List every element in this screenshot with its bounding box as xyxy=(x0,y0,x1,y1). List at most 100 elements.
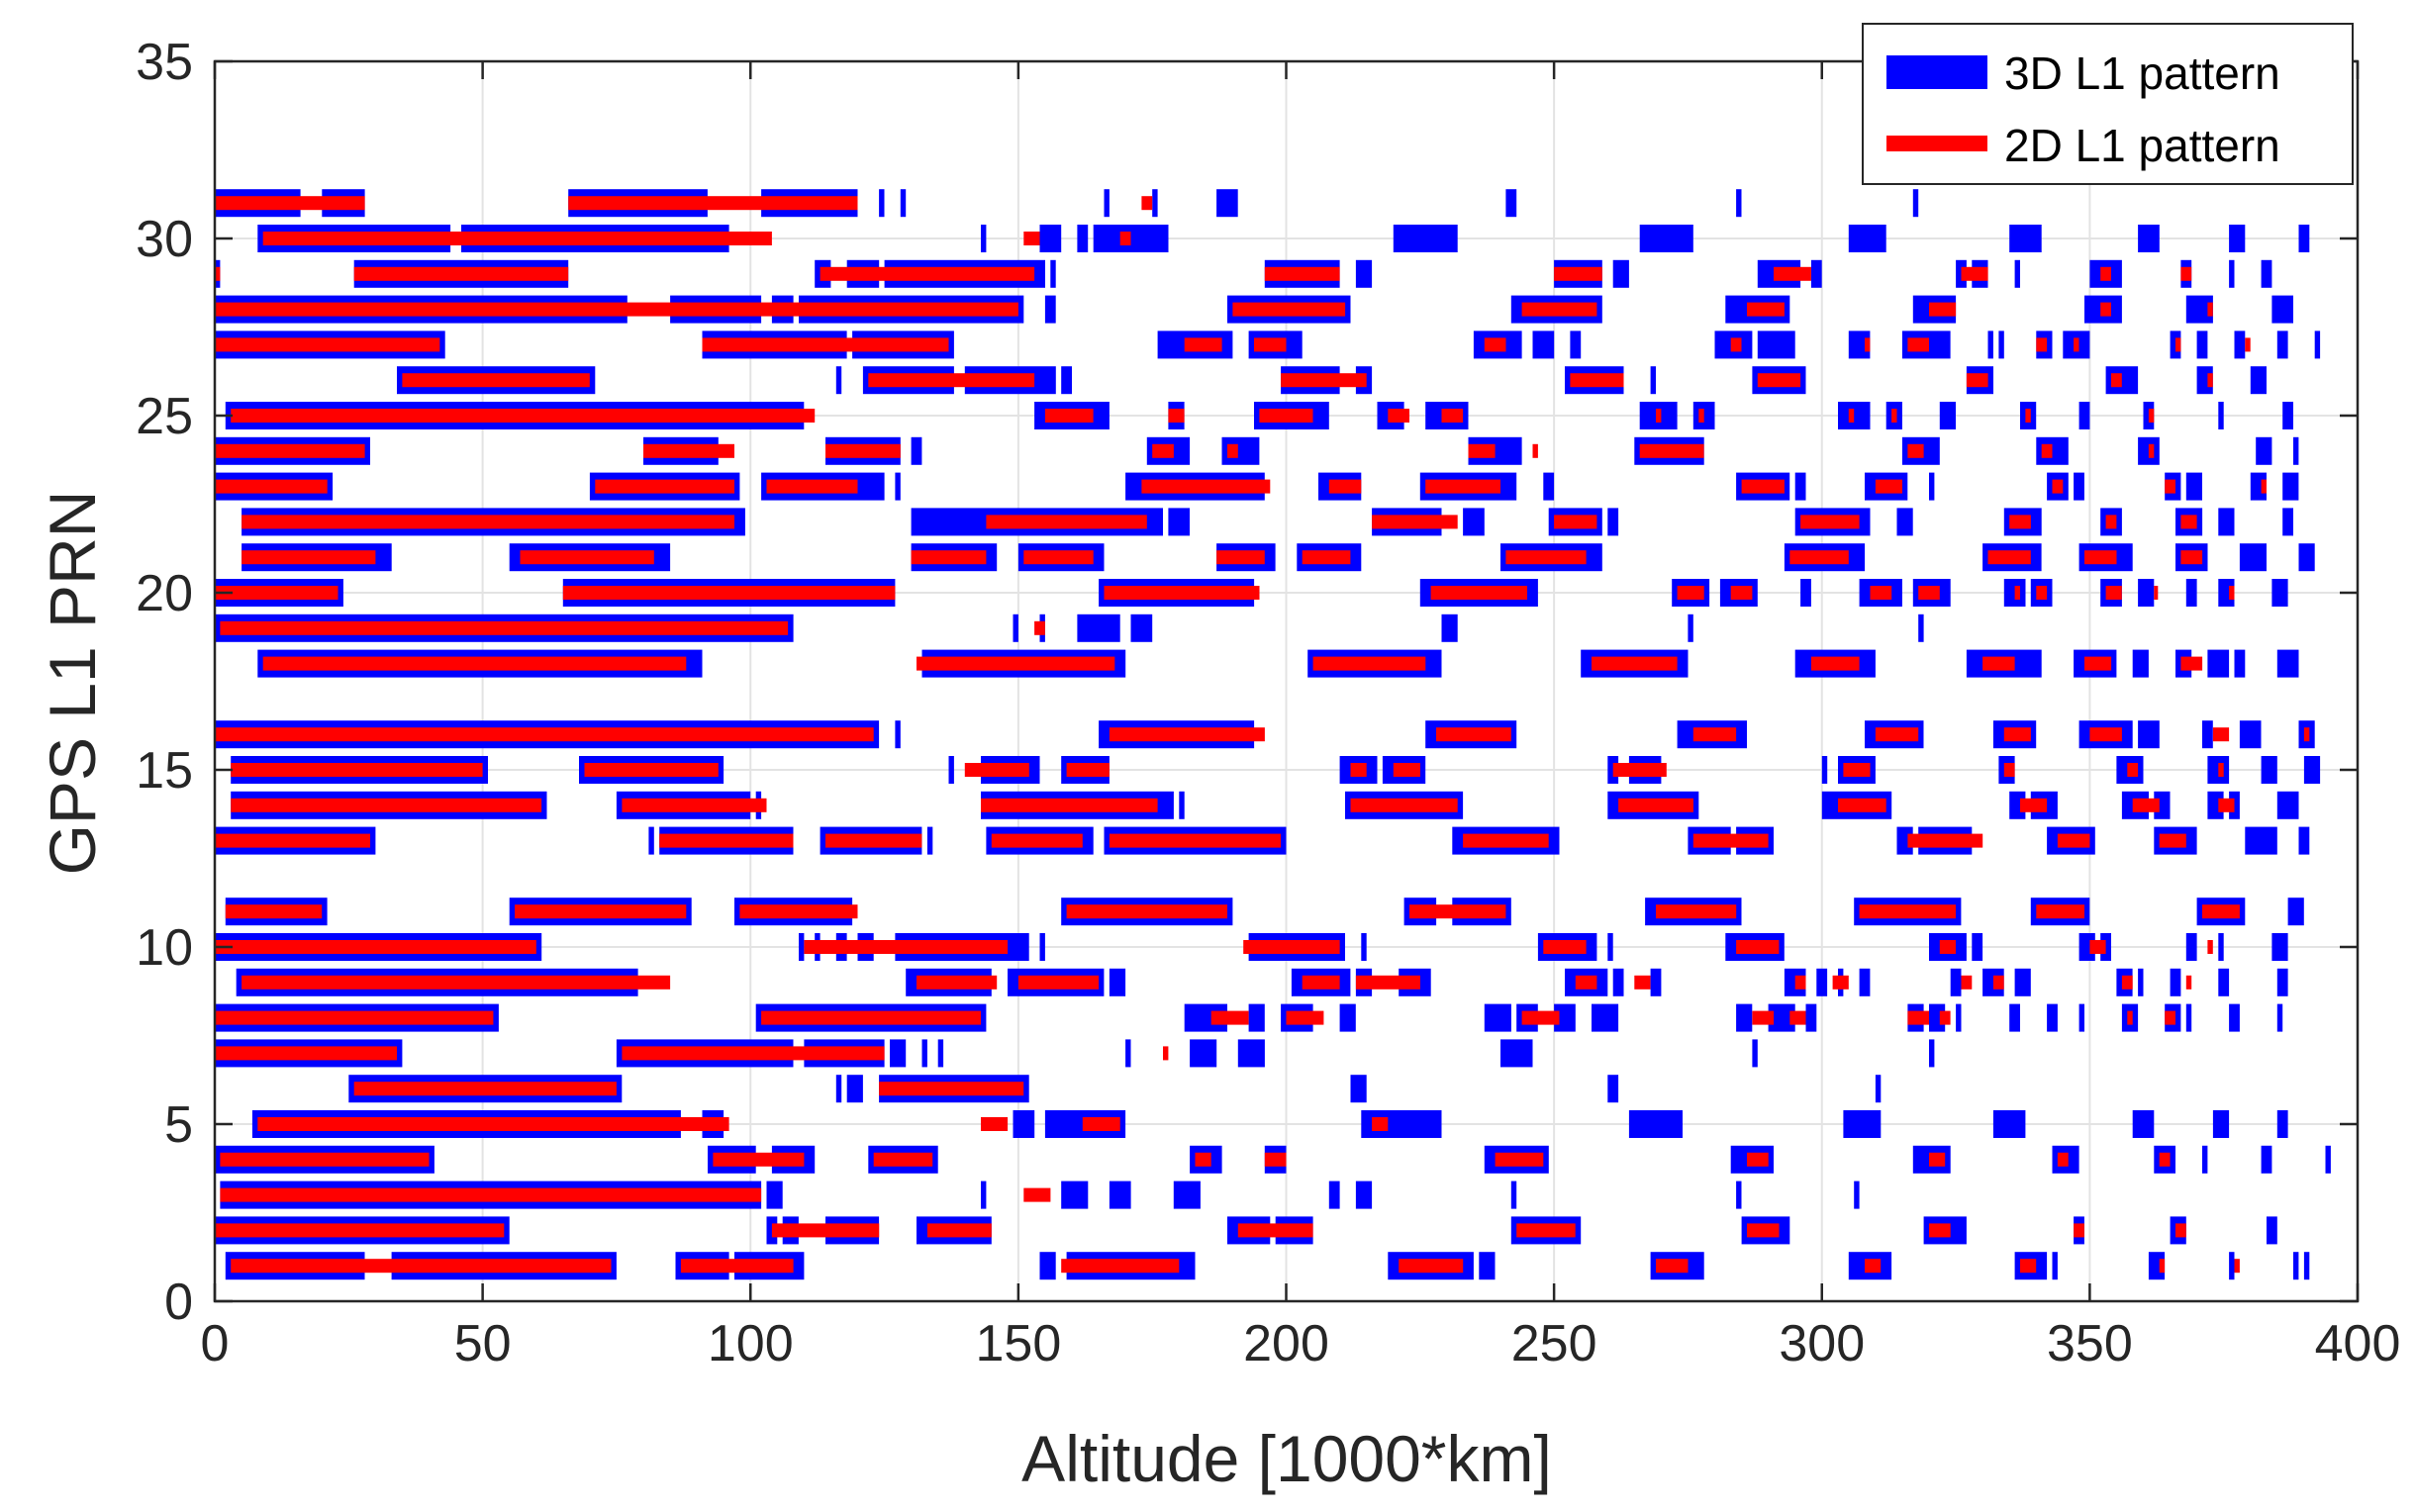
bar-2d-prn-20 xyxy=(1104,586,1260,600)
bar-2d-prn-11 xyxy=(515,904,687,919)
bar-2d-prn-11 xyxy=(1859,904,1956,919)
bar-3d-prn-29 xyxy=(1355,259,1373,288)
bar-2d-prn-18 xyxy=(2180,656,2203,671)
bar-3d-prn-8 xyxy=(1248,1003,1265,1032)
bar-2d-prn-29 xyxy=(215,266,221,281)
legend-label-2d: 2D L1 pattern xyxy=(2004,120,2280,171)
bar-3d-prn-6 xyxy=(846,1075,863,1103)
bar-2d-prn-3 xyxy=(1023,1187,1051,1202)
bar-3d-prn-7 xyxy=(1500,1039,1533,1068)
bar-2d-prn-26 xyxy=(1281,373,1367,388)
bar-2d-prn-15 xyxy=(964,763,1029,777)
bar-2d-prn-6 xyxy=(353,1082,617,1096)
bar-2d-prn-23 xyxy=(1141,479,1271,494)
x-tick-label: 300 xyxy=(1779,1315,1865,1372)
bar-3d-prn-3 xyxy=(1328,1181,1340,1209)
bar-3d-prn-26 xyxy=(1061,366,1072,395)
bar-2d-prn-30 xyxy=(1023,232,1040,245)
bar-3d-prn-18 xyxy=(2276,649,2299,678)
bar-3d-prn-10 xyxy=(799,933,805,961)
bar-3d-prn-30 xyxy=(2298,225,2310,252)
y-axis-title: GPS L1 PRN xyxy=(36,491,109,876)
bar-3d-prn-31 xyxy=(1152,189,1158,218)
bar-2d-prn-1 xyxy=(2020,1259,2037,1274)
bar-2d-prn-25 xyxy=(1441,409,1464,423)
bar-2d-prn-10 xyxy=(1543,940,1587,954)
bar-2d-prn-31 xyxy=(568,196,858,211)
bar-2d-prn-5 xyxy=(1372,1117,1389,1131)
bar-2d-prn-7 xyxy=(1163,1046,1169,1061)
bar-2d-prn-4 xyxy=(1264,1152,1287,1167)
bar-3d-prn-15 xyxy=(2303,756,2321,784)
bar-3d-prn-15 xyxy=(1821,756,1828,784)
y-tick-label: 5 xyxy=(164,1096,193,1154)
bar-2d-prn-25 xyxy=(1656,409,1662,423)
x-tick-label: 100 xyxy=(708,1315,794,1372)
bar-3d-prn-31 xyxy=(1912,189,1919,218)
x-tick-label: 250 xyxy=(1511,1315,1597,1372)
bar-3d-prn-16 xyxy=(2202,720,2213,749)
bar-2d-prn-23 xyxy=(2052,479,2064,494)
bar-3d-prn-6 xyxy=(1875,1075,1882,1103)
bar-2d-prn-13 xyxy=(825,833,922,848)
bar-2d-prn-8 xyxy=(1789,1010,1806,1025)
bar-2d-prn-8 xyxy=(1939,1010,1951,1025)
bar-3d-prn-1 xyxy=(1039,1252,1056,1280)
bar-2d-prn-5 xyxy=(1082,1117,1120,1131)
bar-2d-prn-16 xyxy=(2303,727,2310,742)
bar-2d-prn-29 xyxy=(1961,266,1988,281)
bar-3d-prn-22 xyxy=(1168,508,1190,536)
bar-2d-prn-20 xyxy=(1430,586,1527,600)
bar-2d-prn-23 xyxy=(2261,479,2267,494)
bar-3d-prn-16 xyxy=(895,720,901,749)
bar-2d-prn-23 xyxy=(766,479,858,494)
axis-ticks xyxy=(213,59,2360,1303)
bar-2d-prn-9 xyxy=(917,975,998,990)
bar-3d-prn-8 xyxy=(2078,1003,2084,1032)
bar-2d-prn-9 xyxy=(2121,975,2133,990)
bar-3d-prn-4 xyxy=(2325,1145,2331,1174)
bar-2d-prn-2 xyxy=(215,1223,505,1238)
bar-2d-prn-27 xyxy=(1184,337,1222,352)
bar-2d-prn-7 xyxy=(215,1046,397,1061)
bar-3d-prn-23 xyxy=(1794,472,1806,501)
bar-2d-prn-24 xyxy=(1639,443,1704,458)
bar-2d-prn-22 xyxy=(1554,515,1597,529)
bar-2d-prn-15 xyxy=(1393,763,1420,777)
bar-2d-prn-2 xyxy=(771,1223,880,1238)
bar-3d-prn-5 xyxy=(2212,1110,2230,1138)
bar-3d-prn-29 xyxy=(1050,259,1056,288)
bar-2d-prn-6 xyxy=(879,1082,1024,1096)
bar-2d-prn-23 xyxy=(215,479,328,494)
bar-2d-prn-22 xyxy=(2180,515,2197,529)
bar-3d-prn-26 xyxy=(2105,366,2139,395)
bar-2d-prn-27 xyxy=(1484,337,1506,352)
bar-2d-prn-13 xyxy=(1692,833,1769,848)
bar-3d-prn-29 xyxy=(2261,259,2272,288)
bar-2d-prn-9 xyxy=(1017,975,1100,990)
bar-3d-prn-18 xyxy=(2207,649,2230,678)
bar-2d-prn-30 xyxy=(262,232,772,245)
x-tick-label: 50 xyxy=(454,1315,512,1372)
bar-3d-prn-26 xyxy=(1650,366,1656,395)
bar-3d-prn-9 xyxy=(2218,968,2230,996)
bar-2d-prn-26 xyxy=(2111,373,2122,388)
bar-3d-prn-7 xyxy=(890,1039,907,1068)
bar-2d-prn-14 xyxy=(622,798,767,812)
bar-2d-prn-14 xyxy=(2020,798,2048,812)
bar-3d-prn-9 xyxy=(1612,968,1624,996)
bar-2d-prn-2 xyxy=(926,1223,992,1238)
bar-3d-prn-27 xyxy=(1998,331,2004,359)
bar-3d-prn-22 xyxy=(1463,508,1485,536)
bar-3d-prn-23 xyxy=(2282,472,2299,501)
bar-2d-prn-14 xyxy=(1618,798,1693,812)
bar-3d-prn-7 xyxy=(921,1039,927,1068)
bar-3d-prn-22 xyxy=(1896,508,1913,536)
bar-3d-prn-30 xyxy=(2138,225,2160,252)
bar-3d-prn-5 xyxy=(1628,1110,1683,1138)
bar-3d-prn-22 xyxy=(2282,508,2293,536)
bar-2d-prn-22 xyxy=(986,515,1147,529)
bar-2d-prn-2 xyxy=(1237,1223,1313,1238)
bar-3d-prn-9 xyxy=(2014,968,2031,996)
bar-2d-prn-25 xyxy=(2148,409,2155,423)
